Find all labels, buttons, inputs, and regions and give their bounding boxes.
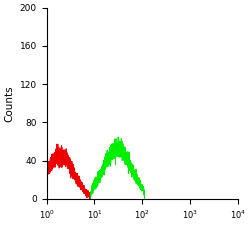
Y-axis label: Counts: Counts xyxy=(4,85,14,122)
